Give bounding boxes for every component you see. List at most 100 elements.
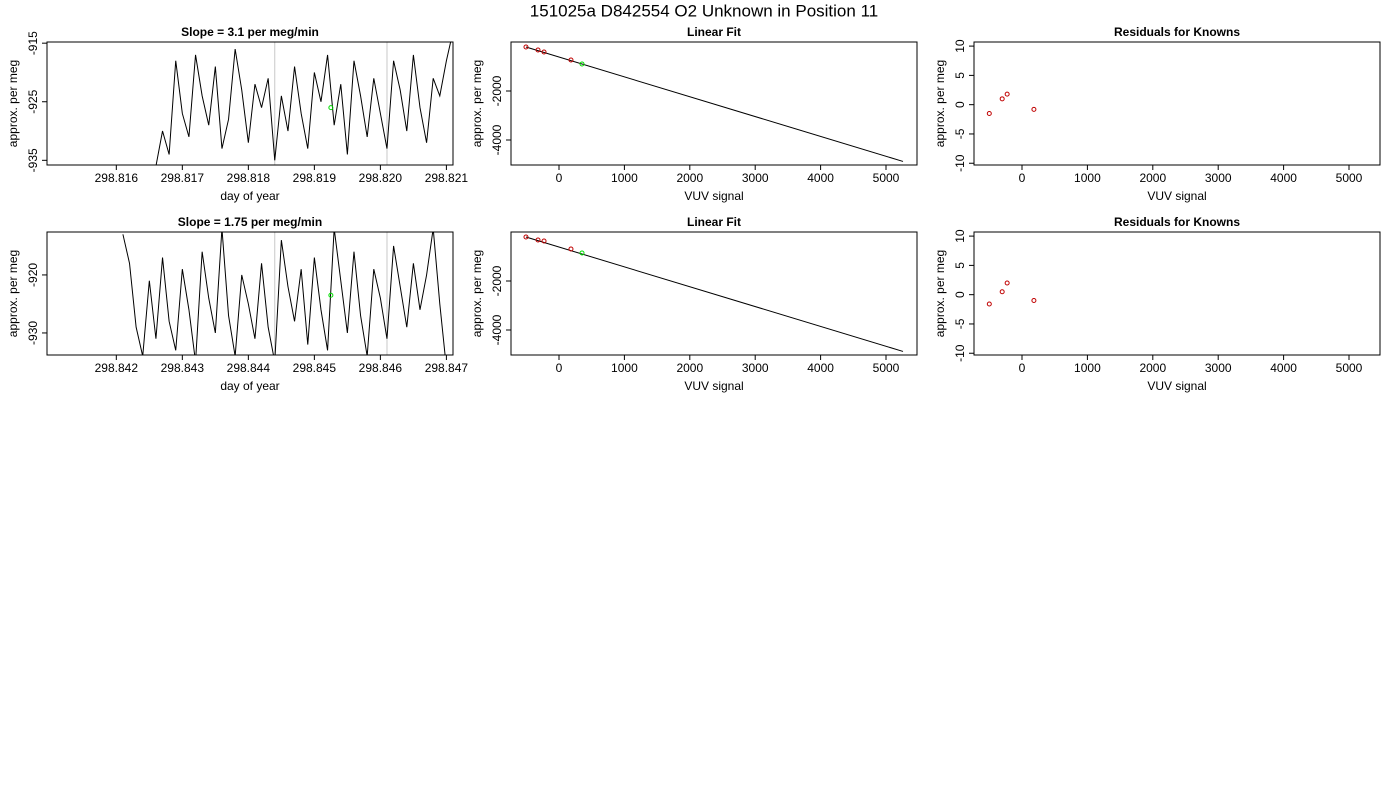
panel-title: Residuals for Knowns — [1114, 25, 1240, 39]
panel: Residuals for Knowns VUV signal approx. pe… — [933, 25, 1381, 203]
y-tick-label: -925 — [26, 89, 40, 113]
point — [999, 96, 1005, 102]
x-tick-label: 298.843 — [161, 361, 205, 375]
y-tick-label: -5 — [953, 318, 967, 329]
plot-area — [122, 232, 446, 355]
point — [568, 57, 574, 63]
x-tick-label: 5000 — [1336, 361, 1363, 375]
y-tick-label: 0 — [953, 101, 967, 108]
x-tick-label: 1000 — [611, 171, 638, 185]
x-tick-label: 1000 — [1074, 171, 1101, 185]
point — [523, 234, 529, 240]
x-tick-label: 5000 — [873, 171, 900, 185]
y-tick-label: 10 — [953, 229, 967, 243]
y-tick-label: -4000 — [490, 314, 504, 345]
x-tick-label: 4000 — [807, 171, 834, 185]
y-axis-label: approx. per meg — [470, 60, 484, 147]
point — [1004, 280, 1010, 286]
x-tick-label: 1000 — [611, 361, 638, 375]
fit-line — [525, 46, 904, 162]
x-tick-label: 2000 — [676, 361, 703, 375]
x-tick-label: 3000 — [742, 361, 769, 375]
y-axis-label: approx. per meg — [6, 60, 20, 147]
x-tick-label: 0 — [556, 361, 563, 375]
panel: Linear Fit VUV signal approx. per meg 0 1000… — [470, 215, 918, 393]
plot-area — [986, 280, 1037, 307]
unknown-point — [328, 292, 334, 298]
x-tick-label: 3000 — [1205, 361, 1232, 375]
plot-frame — [973, 41, 1381, 166]
panel: Residuals for Knowns VUV signal approx. pe… — [933, 215, 1381, 393]
x-tick-label: 2000 — [1139, 361, 1166, 375]
panel-title: Slope = 1.75 per meg/min — [178, 215, 322, 229]
point — [999, 289, 1005, 295]
plot-frame — [46, 41, 454, 166]
point — [541, 238, 547, 244]
plot-area — [523, 234, 904, 352]
point — [1031, 298, 1037, 304]
panel-title: Slope = 3.1 per meg/min — [181, 25, 319, 39]
x-axis-label: VUV signal — [1147, 189, 1206, 203]
x-tick-label: 2000 — [676, 171, 703, 185]
y-axis-label: approx. per meg — [470, 250, 484, 337]
plot-area — [155, 42, 452, 165]
panel-title: Residuals for Knowns — [1114, 215, 1240, 229]
point — [568, 246, 574, 252]
x-tick-label: 5000 — [1336, 171, 1363, 185]
x-tick-label: 4000 — [1270, 361, 1297, 375]
plot-area — [523, 44, 904, 162]
y-axis-label: approx. per meg — [6, 250, 20, 337]
y-tick-label: -10 — [953, 154, 967, 172]
y-tick-label: 0 — [953, 291, 967, 298]
x-tick-label: 2000 — [1139, 171, 1166, 185]
point — [541, 49, 547, 55]
y-tick-label: 5 — [953, 262, 967, 269]
y-tick-label: -930 — [26, 321, 40, 345]
x-axis-label: VUV signal — [684, 379, 743, 393]
x-tick-label: 298.845 — [293, 361, 337, 375]
x-axis-label: VUV signal — [1147, 379, 1206, 393]
panel-title: Linear Fit — [687, 215, 741, 229]
x-tick-label: 0 — [1019, 361, 1026, 375]
x-axis-label: day of year — [220, 379, 279, 393]
x-tick-label: 298.821 — [425, 171, 469, 185]
data-line — [155, 42, 452, 165]
x-tick-label: 4000 — [807, 361, 834, 375]
plot-frame — [510, 231, 918, 356]
y-tick-label: 10 — [953, 39, 967, 53]
x-tick-label: 298.847 — [425, 361, 469, 375]
x-tick-label: 298.818 — [227, 171, 271, 185]
point — [579, 61, 585, 67]
x-tick-label: 298.846 — [359, 361, 403, 375]
x-tick-label: 3000 — [1205, 171, 1232, 185]
point — [523, 44, 529, 50]
x-tick-label: 298.817 — [161, 171, 205, 185]
y-tick-label: -935 — [26, 148, 40, 172]
plot-area — [986, 91, 1037, 116]
point — [986, 110, 992, 116]
page-title: 151025a D842554 O2 Unknown in Position 1… — [530, 1, 878, 20]
x-tick-label: 298.842 — [95, 361, 139, 375]
panel: Linear Fit VUV signal approx. per meg 0 1000… — [470, 25, 918, 203]
point — [1031, 106, 1037, 112]
y-tick-label: -915 — [26, 31, 40, 55]
y-tick-label: -920 — [26, 263, 40, 287]
data-line — [122, 232, 446, 355]
y-tick-label: -4000 — [490, 124, 504, 155]
x-axis-label: day of year — [220, 189, 279, 203]
point — [535, 237, 541, 243]
x-tick-label: 0 — [556, 171, 563, 185]
x-tick-label: 3000 — [742, 171, 769, 185]
y-tick-label: -2000 — [490, 265, 504, 296]
fit-line — [525, 236, 904, 352]
panel: Slope = 3.1 per meg/min day of year approx… — [6, 25, 468, 203]
panel: Slope = 1.75 per meg/min day of year appro… — [6, 215, 468, 393]
point — [1004, 91, 1010, 97]
x-tick-label: 4000 — [1270, 171, 1297, 185]
y-axis-label: approx. per meg — [933, 250, 947, 337]
y-axis-label: approx. per meg — [933, 60, 947, 147]
y-tick-label: -10 — [953, 344, 967, 362]
x-tick-label: 298.844 — [227, 361, 271, 375]
